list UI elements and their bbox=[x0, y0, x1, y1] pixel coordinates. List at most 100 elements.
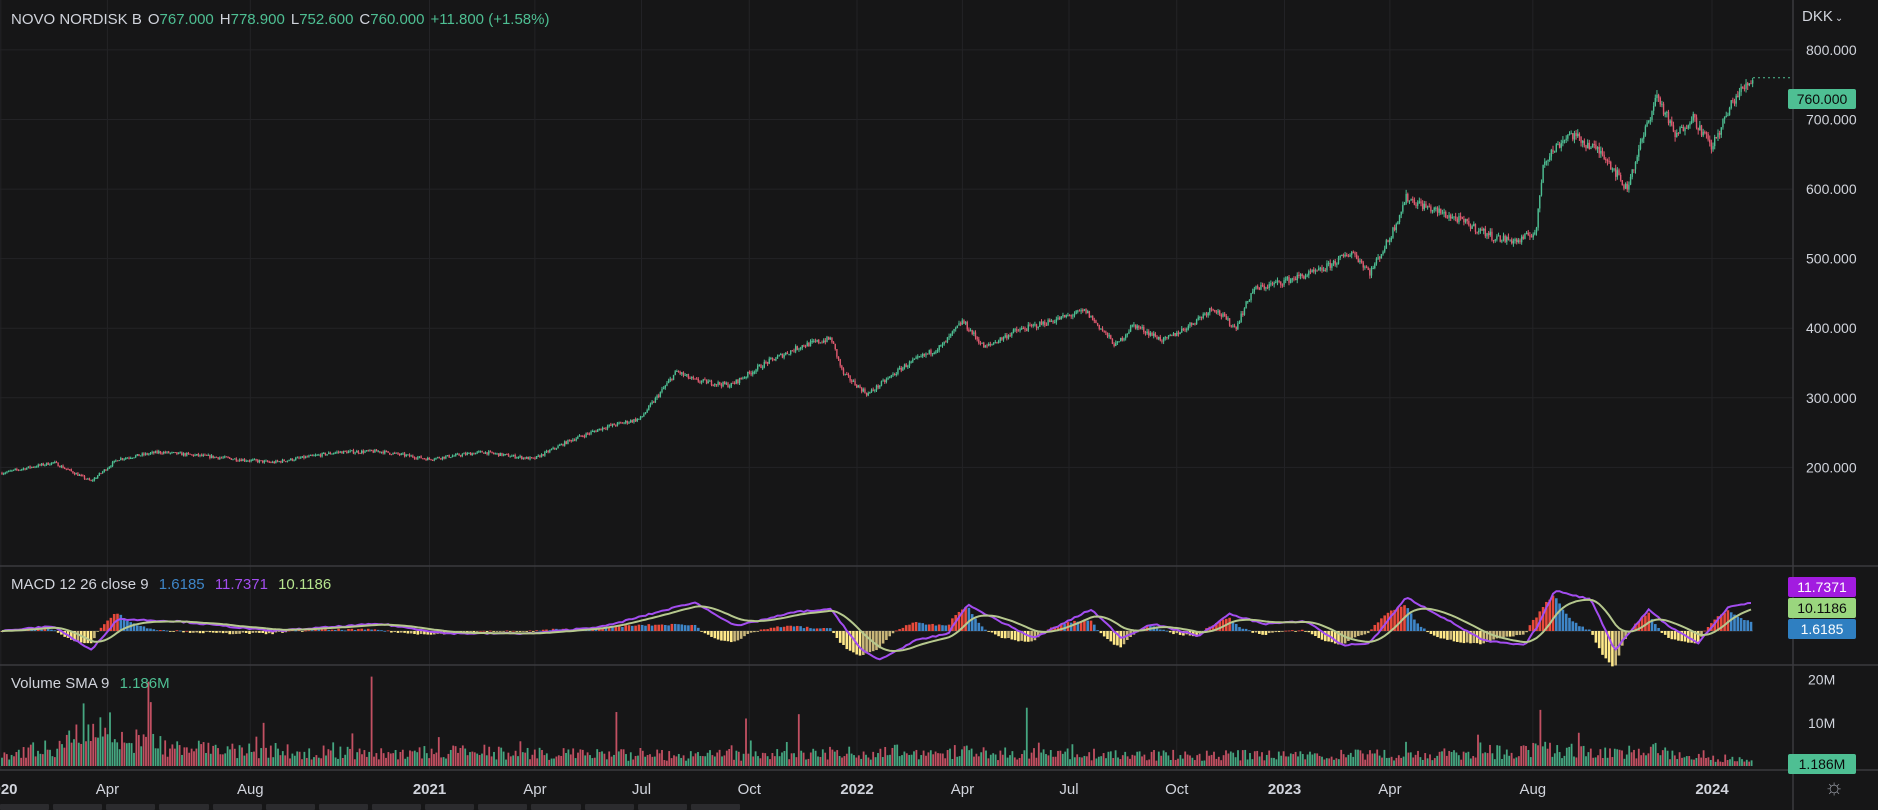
candle-body bbox=[252, 459, 254, 461]
tab-strip-item[interactable] bbox=[265, 804, 315, 810]
gear-icon[interactable]: ☼ bbox=[1824, 774, 1845, 799]
volume-bar bbox=[982, 747, 985, 766]
candle bbox=[1720, 127, 1722, 138]
volume-bar bbox=[821, 749, 824, 766]
macd-histogram-bar bbox=[802, 628, 806, 631]
macd-label[interactable]: MACD 12 26 close 9 bbox=[11, 576, 149, 593]
candle-body bbox=[1179, 332, 1181, 335]
volume-bar bbox=[891, 747, 894, 766]
tab-strip-item[interactable] bbox=[690, 804, 740, 810]
volume-bar bbox=[1141, 756, 1143, 766]
macd-histogram-bar bbox=[1287, 630, 1291, 632]
candle bbox=[1555, 143, 1557, 153]
candle-body bbox=[1608, 161, 1610, 163]
candle bbox=[291, 458, 294, 462]
candle-body bbox=[448, 455, 450, 458]
volume-bar bbox=[3, 752, 6, 766]
volume-bar bbox=[1407, 752, 1410, 766]
macd-histogram-bar bbox=[716, 631, 720, 640]
candle-body bbox=[742, 378, 744, 380]
candle-body bbox=[618, 422, 620, 424]
macd-histogram-bar bbox=[198, 631, 202, 634]
candle bbox=[1098, 324, 1100, 331]
volume-bar bbox=[1597, 755, 1599, 766]
candle bbox=[1331, 263, 1333, 271]
candle-body bbox=[1426, 206, 1429, 208]
candle-body bbox=[115, 460, 117, 462]
macd-histogram-bar bbox=[607, 627, 611, 631]
volume-bar bbox=[509, 756, 512, 766]
volume-bar bbox=[1695, 758, 1698, 766]
candle bbox=[1436, 206, 1439, 217]
tab-strip-item[interactable] bbox=[159, 804, 209, 810]
volume-bar bbox=[601, 751, 603, 766]
volume-bar bbox=[481, 753, 483, 766]
tab-strip-item[interactable] bbox=[531, 804, 581, 810]
candle-body bbox=[1096, 323, 1099, 325]
candle-body bbox=[172, 452, 175, 454]
currency-selector[interactable]: DKK ⌄ bbox=[1802, 8, 1843, 25]
candle bbox=[628, 421, 630, 425]
volume-bar bbox=[401, 749, 404, 766]
volume-bar bbox=[1561, 758, 1563, 766]
candle bbox=[1118, 341, 1120, 343]
candle-body bbox=[946, 337, 949, 343]
tab-strip-item[interactable] bbox=[53, 804, 103, 810]
candle-body bbox=[880, 381, 883, 386]
tab-strip-item[interactable] bbox=[0, 804, 50, 810]
candle-body bbox=[709, 380, 711, 382]
volume-bar bbox=[857, 755, 860, 766]
candle bbox=[398, 453, 401, 457]
candle-body bbox=[961, 320, 963, 325]
tab-strip-item[interactable] bbox=[318, 804, 368, 810]
macd-histogram-bar bbox=[178, 630, 182, 632]
macd-histogram-bar bbox=[1096, 630, 1099, 631]
candle bbox=[659, 391, 662, 398]
volume-bar bbox=[1150, 751, 1153, 766]
candle-body bbox=[423, 458, 426, 460]
macd-histogram-bar bbox=[687, 625, 690, 631]
candle-body bbox=[1087, 311, 1089, 314]
candle-body bbox=[1184, 329, 1186, 331]
volume-bar bbox=[1522, 745, 1525, 766]
tab-strip-item[interactable] bbox=[212, 804, 262, 810]
tab-strip-item[interactable] bbox=[584, 804, 634, 810]
candle-body bbox=[394, 452, 396, 454]
volume-label[interactable]: Volume SMA 9 bbox=[11, 675, 110, 692]
candle-body bbox=[1322, 269, 1325, 271]
candle-body bbox=[92, 480, 94, 482]
candle-body bbox=[468, 452, 470, 454]
symbol-name[interactable]: NOVO NORDISK B bbox=[11, 11, 142, 28]
volume-bar bbox=[800, 750, 803, 766]
candle-body bbox=[1633, 169, 1635, 171]
candle bbox=[214, 456, 216, 459]
macd-histogram-bar bbox=[1465, 631, 1469, 643]
tab-strip-item[interactable] bbox=[371, 804, 422, 810]
candle bbox=[98, 472, 101, 477]
candle bbox=[1202, 312, 1204, 320]
tab-strip-item[interactable] bbox=[637, 804, 687, 810]
macd-histogram-bar bbox=[951, 618, 954, 631]
macd-histogram-bar bbox=[772, 627, 776, 631]
candle bbox=[1478, 227, 1480, 235]
volume-bar bbox=[289, 758, 291, 766]
volume-bar bbox=[1102, 753, 1105, 766]
tab-strip-item[interactable] bbox=[478, 804, 528, 810]
candle-body bbox=[857, 385, 860, 388]
candle-body bbox=[1534, 232, 1536, 235]
macd-histogram-bar bbox=[815, 628, 819, 631]
candle-body bbox=[778, 354, 780, 357]
volume-bar bbox=[339, 746, 342, 766]
macd-histogram-bar bbox=[396, 631, 400, 633]
candle-body bbox=[950, 333, 952, 337]
candle bbox=[761, 365, 764, 371]
candle bbox=[517, 456, 520, 459]
tab-strip-item[interactable] bbox=[425, 804, 475, 810]
candle bbox=[879, 385, 881, 390]
tab-strip-item[interactable] bbox=[106, 804, 156, 810]
candle bbox=[555, 447, 558, 451]
volume-bar bbox=[1647, 753, 1650, 766]
candle bbox=[387, 451, 389, 453]
macd-histogram-bar bbox=[852, 631, 855, 653]
